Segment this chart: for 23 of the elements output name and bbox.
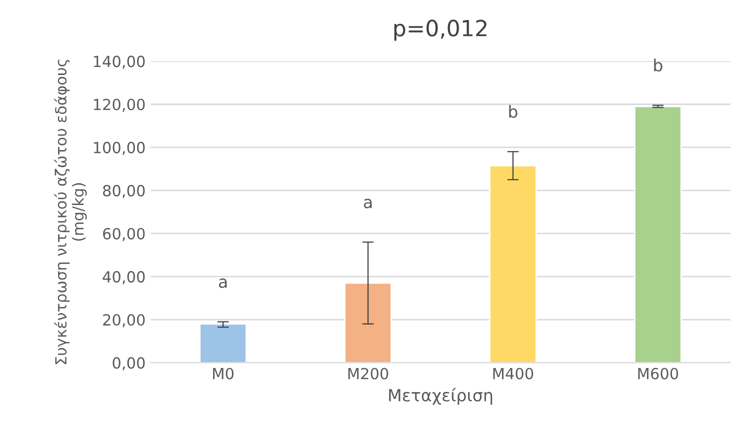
annotation: b — [509, 104, 518, 118]
annotation: b — [654, 58, 662, 72]
x-axis-title: Μεταχείριση — [389, 388, 492, 405]
x-tick-label: M0 — [213, 368, 234, 380]
y-tick-label: 0,00 — [112, 357, 145, 370]
annotation: a — [218, 278, 227, 288]
x-tick-label: M600 — [638, 368, 678, 380]
y-tick-label: 100,00 — [94, 142, 145, 155]
bar — [634, 106, 682, 363]
bar — [344, 282, 392, 363]
chart-title: p=0,012 — [394, 20, 486, 41]
y-tick-label: 80,00 — [103, 184, 145, 198]
x-tick-label: M400 — [493, 368, 534, 380]
bar — [489, 164, 537, 363]
y-tick-label: 60,00 — [103, 228, 145, 242]
bar — [199, 323, 247, 363]
y-tick-label: 140,00 — [94, 56, 145, 69]
y-tick-label: 120,00 — [94, 98, 145, 112]
y-axis-title: Συγκέντρωση νιτρικού αζώτου εδάφους (mg/kg) — [54, 60, 87, 364]
y-tick-label: 40,00 — [102, 271, 145, 284]
annotation: a — [364, 198, 372, 208]
x-tick-label: M200 — [348, 368, 388, 380]
y-tick-label: 20,00 — [103, 314, 145, 328]
